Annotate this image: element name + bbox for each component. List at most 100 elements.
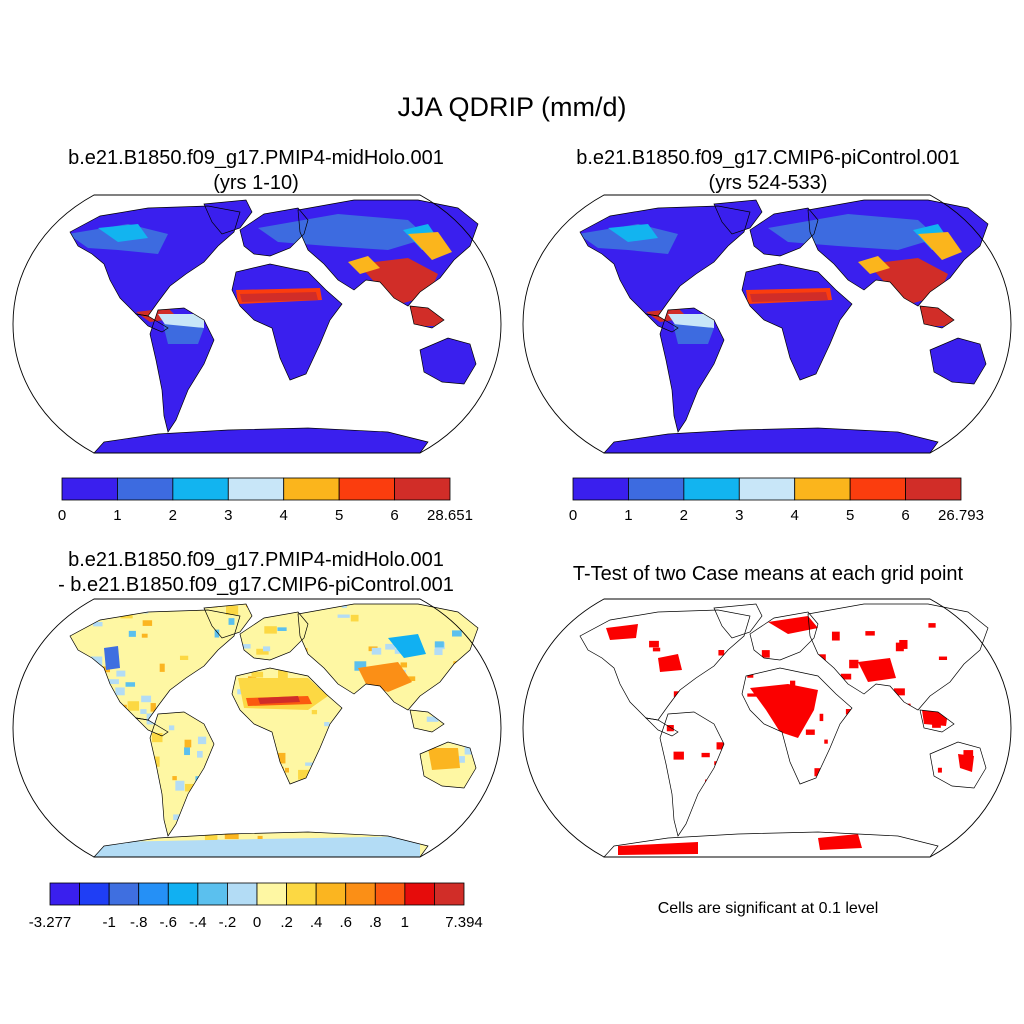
map-border <box>12 194 502 454</box>
colorbar-tick-label: 4 <box>280 507 288 524</box>
colorbar-tick-label: 0 <box>569 507 577 524</box>
colorbar-swatch <box>49 882 80 906</box>
panel-2-title-line1: b.e21.B1850.f09_g17.CMIP6-piControl.001 <box>576 147 960 169</box>
colorbar-tick-label: -1 <box>102 914 115 931</box>
s-america-coastline <box>659 711 725 837</box>
s-america-coastline <box>149 307 215 433</box>
panel-1-title: b.e21.B1850.f09_g17.PMIP4-midHolo.001 (y… <box>0 146 512 196</box>
c-america-coastline <box>644 313 679 333</box>
colorbar-swatch <box>79 882 110 906</box>
colorbar-1: 0 1 2 3 4 5 6 28.651 <box>58 477 473 524</box>
n-america-coastline <box>579 205 751 317</box>
map-panel-2 <box>518 194 1016 454</box>
colorbar-swatch <box>108 882 140 906</box>
colorbar-swatch <box>117 477 174 501</box>
asia-coastline <box>807 603 989 711</box>
greenland-coastline <box>203 603 253 639</box>
colorbar-tick-label: 2 <box>169 507 177 524</box>
colorbar-swatch <box>374 882 406 906</box>
c-america-coastline <box>134 717 169 737</box>
colorbar-tick-label: 5 <box>846 507 854 524</box>
colorbar-swatch <box>197 882 228 906</box>
colorbar-swatch <box>404 882 435 906</box>
asia-coastline <box>297 199 479 307</box>
colorbar-swatch <box>628 477 685 501</box>
colorbar-tick-label: 7.394 <box>445 914 483 931</box>
significance-note: Cells are significant at 0.1 level <box>657 900 879 917</box>
colorbar-tick-label: .2 <box>280 914 293 931</box>
se-asia-coastline <box>409 709 445 733</box>
colorbar-swatch <box>345 882 376 906</box>
africa-coastline <box>741 263 853 381</box>
n-america-coastline <box>69 205 241 317</box>
main-title: JJA QDRIP (mm/d) <box>397 92 627 122</box>
africa-coastline <box>231 667 343 785</box>
map-4-svg <box>522 598 1012 858</box>
colorbar-tick-label: 5 <box>335 507 343 524</box>
colorbar-tick-label: -3.277 <box>29 914 72 931</box>
colorbar-swatch <box>794 477 851 501</box>
panel-4-title-line1: T-Test of two Case means at each grid po… <box>572 563 964 585</box>
colorbar-tick-label: -.8 <box>130 914 148 931</box>
colorbar-tick-label: 3 <box>735 507 743 524</box>
colorbar-swatch <box>394 477 451 501</box>
colorbar-swatch <box>434 882 465 906</box>
panel-2-title-line2: (yrs 524-533) <box>708 172 828 194</box>
panel-1-title-line1: b.e21.B1850.f09_g17.PMIP4-midHolo.001 <box>68 147 444 169</box>
n-america-coastline <box>69 609 241 721</box>
colorbar-tick-label: .4 <box>310 914 323 931</box>
australia-coastline <box>419 741 477 789</box>
c-america-coastline <box>644 717 679 737</box>
s-america-coastline <box>659 307 725 433</box>
africa-coastline <box>231 263 343 381</box>
greenland-coastline <box>713 199 763 235</box>
colorbar-tick-label: 1 <box>401 914 409 931</box>
europe-coastline <box>749 611 819 661</box>
colorbar-tick-label: -.6 <box>160 914 178 931</box>
colorbar-swatch <box>683 477 740 501</box>
colorbar-1-svg: 0 1 2 3 4 5 6 28.651 <box>58 477 473 524</box>
colorbar-swatch <box>338 477 395 501</box>
colorbar-swatch <box>172 477 229 501</box>
map-1-svg <box>12 194 502 454</box>
panel-3-title: b.e21.B1850.f09_g17.PMIP4-midHolo.001 - … <box>0 548 512 598</box>
colorbar-tick-label: 1 <box>624 507 632 524</box>
n-america-coastline <box>579 609 751 721</box>
colorbar-swatch <box>849 477 906 501</box>
colorbar-2: 0 1 2 3 4 5 6 26.793 <box>569 477 984 524</box>
colorbar-tick-label: .6 <box>339 914 352 931</box>
colorbar-swatch <box>138 882 169 906</box>
colorbar-3-svg: -3.277 -1 -.8 -.6 -.4 -.2 0 .2 .4 .6 .8 1 7.394 <box>29 882 483 931</box>
colorbar-tick-label: -.4 <box>189 914 207 931</box>
greenland-coastline <box>203 199 253 235</box>
panel-4-title: T-Test of two Case means at each grid po… <box>512 562 1024 587</box>
map-border <box>522 194 1012 454</box>
colorbar-2-svg: 0 1 2 3 4 5 6 26.793 <box>569 477 984 524</box>
colorbar-tick-label: 28.651 <box>427 507 473 524</box>
colorbar-tick-label: 3 <box>224 507 232 524</box>
colorbar-swatch <box>256 882 287 906</box>
map-border <box>522 598 1012 858</box>
map-2-svg <box>522 194 1012 454</box>
colorbar-tick-label: 26.793 <box>938 507 984 524</box>
se-asia-coastline <box>919 305 955 329</box>
colorbar-tick-label: 0 <box>253 914 261 931</box>
map-panel-1 <box>8 194 506 454</box>
colorbar-tick-label: .8 <box>369 914 382 931</box>
s-america-coastline <box>149 711 215 837</box>
panel-1-title-line2: (yrs 1-10) <box>213 172 299 194</box>
colorbar-swatch <box>315 882 347 906</box>
map-panel-4 <box>518 598 1016 858</box>
colorbar-3: -3.277 -1 -.8 -.6 -.4 -.2 0 .2 .4 .6 .8 1 7.394 <box>29 882 483 933</box>
se-asia-coastline <box>409 305 445 329</box>
panel-2-title: b.e21.B1850.f09_g17.CMIP6-piControl.001 … <box>512 146 1024 196</box>
colorbar-swatch <box>167 882 199 906</box>
colorbar-swatch <box>61 477 118 501</box>
colorbar-tick-label: 6 <box>390 507 398 524</box>
c-america-coastline <box>134 313 169 333</box>
africa-coastline <box>741 667 853 785</box>
colorbar-swatch <box>227 882 258 906</box>
colorbar-tick-label: 2 <box>680 507 688 524</box>
map-border <box>12 598 502 858</box>
colorbar-swatch <box>572 477 629 501</box>
